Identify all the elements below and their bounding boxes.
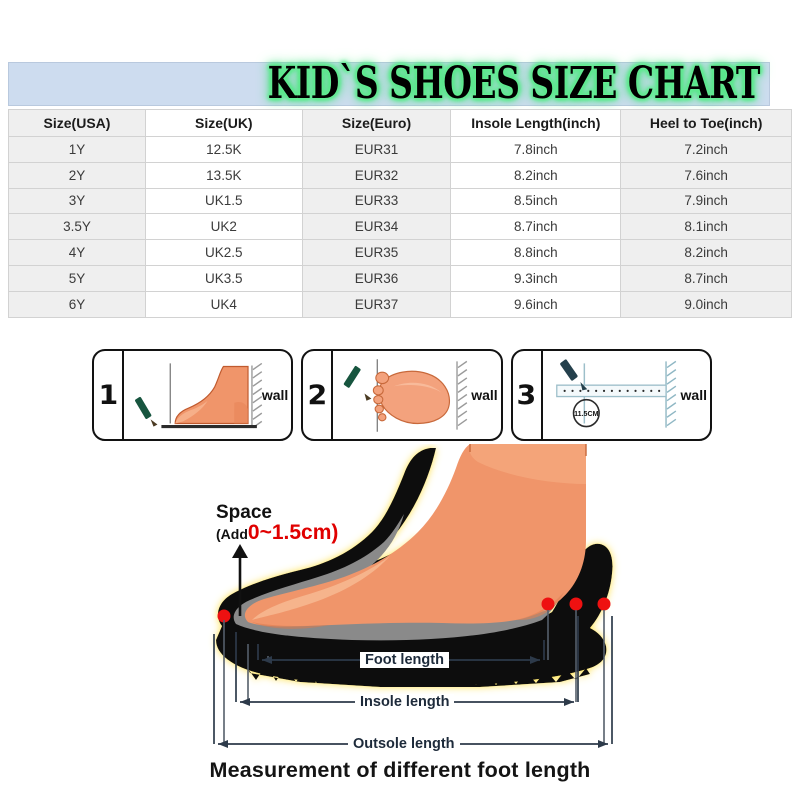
- cell-heel-toe: 7.9inch: [620, 187, 792, 215]
- step-number-cell-2: 2: [303, 351, 334, 439]
- dimension-label-foot-length: Foot length: [360, 652, 449, 668]
- cell-size-euro: EUR36: [301, 264, 452, 292]
- size-chart-table: Size(USA) Size(UK) Size(Euro) Insole Len…: [7, 109, 792, 318]
- cell-size-usa: 5Y: [7, 264, 147, 292]
- column-header-size-euro: Size(Euro): [301, 109, 452, 137]
- table-row: 3.5Y UK2 EUR34 8.7inch 8.1inch: [7, 213, 792, 241]
- wall-label-1: wall: [261, 387, 289, 403]
- step-number-cell-1: 1: [94, 351, 124, 439]
- step-number-2: 2: [307, 379, 328, 411]
- column-header-heel-toe: Heel to Toe(inch): [620, 109, 792, 137]
- cell-size-euro: EUR31: [301, 136, 452, 163]
- cell-insole: 9.3inch: [450, 264, 622, 292]
- step-box-3: 3: [510, 349, 712, 441]
- step-number-cell-3: 3: [513, 351, 543, 439]
- cell-size-euro: EUR34: [301, 213, 452, 241]
- space-arrow: [232, 544, 248, 616]
- cell-size-euro: EUR32: [301, 161, 452, 189]
- cell-size-usa: 1Y: [7, 136, 147, 163]
- cell-heel-toe: 8.1inch: [620, 213, 792, 241]
- cell-insole: 8.5inch: [450, 187, 622, 215]
- marker-heel-2: [569, 597, 583, 611]
- step-number-1: 1: [98, 379, 118, 411]
- wall-label-2: wall: [471, 387, 498, 403]
- title-banner: KID`S SHOES SIZE CHART: [8, 62, 770, 106]
- table-row: 5Y UK3.5 EUR36 9.3inch 8.7inch: [7, 264, 792, 292]
- table-row: 2Y 13.5K EUR32 8.2inch 7.6inch: [7, 161, 792, 189]
- cell-size-uk: UK1.5: [145, 187, 303, 215]
- cell-size-euro: EUR33: [301, 187, 452, 215]
- cell-size-euro: EUR37: [301, 290, 452, 318]
- measurement-steps-row: 1: [92, 349, 712, 441]
- cell-insole: 7.8inch: [450, 136, 622, 163]
- column-header-insole: Insole Length(inch): [450, 109, 622, 137]
- cell-insole: 8.8inch: [450, 239, 622, 266]
- cell-size-usa: 3Y: [7, 187, 147, 215]
- foot-sole-view-against-wall-icon: wall: [333, 351, 500, 439]
- ruler-measuring-icon: 11.5CM wall: [543, 351, 710, 439]
- marker-heel-3: [597, 597, 611, 611]
- cell-size-usa: 4Y: [7, 239, 147, 266]
- page-title: KID`S SHOES SIZE CHART: [267, 58, 760, 110]
- cell-size-usa: 3.5Y: [7, 213, 147, 241]
- column-header-size-uk: Size(UK): [145, 109, 303, 137]
- table-row: 3Y UK1.5 EUR33 8.5inch 7.9inch: [7, 187, 792, 215]
- cell-insole: 9.6inch: [450, 290, 622, 318]
- cell-heel-toe: 8.2inch: [620, 239, 792, 266]
- cell-heel-toe: 7.2inch: [620, 136, 792, 163]
- cell-size-uk: UK2.5: [145, 239, 303, 266]
- table-row: 1Y 12.5K EUR31 7.8inch 7.2inch: [7, 136, 792, 163]
- foot-measurement-illustration: [0, 444, 800, 762]
- cell-size-uk: 12.5K: [145, 136, 303, 163]
- measure-value-text: 11.5CM: [574, 409, 598, 418]
- cell-size-uk: UK3.5: [145, 264, 303, 292]
- cell-size-uk: UK4: [145, 290, 303, 318]
- cell-insole: 8.7inch: [450, 213, 622, 241]
- dimension-label-insole-length: Insole length: [355, 694, 455, 710]
- cell-heel-toe: 8.7inch: [620, 264, 792, 292]
- table-row: 6Y UK4 EUR37 9.6inch 9.0inch: [7, 290, 792, 318]
- figure-caption: Measurement of different foot length: [209, 758, 591, 782]
- cell-size-uk: 13.5K: [145, 161, 303, 189]
- table-header-row: Size(USA) Size(UK) Size(Euro) Insole Len…: [7, 109, 792, 137]
- marker-toe: [217, 609, 231, 623]
- cell-size-euro: EUR35: [301, 239, 452, 266]
- step-box-1: 1: [92, 349, 294, 441]
- cell-size-usa: 2Y: [7, 161, 147, 189]
- cell-size-usa: 6Y: [7, 290, 147, 318]
- marker-heel-1: [541, 597, 555, 611]
- step-box-2: 2: [301, 349, 503, 441]
- column-header-size-usa: Size(USA): [7, 109, 147, 137]
- cell-heel-toe: 9.0inch: [620, 290, 792, 318]
- cell-insole: 8.2inch: [450, 161, 622, 189]
- step-number-3: 3: [516, 379, 537, 411]
- cell-size-uk: UK2: [145, 213, 303, 241]
- foot-side-view-against-wall-icon: wall: [124, 351, 291, 439]
- foot-skin: [244, 444, 586, 627]
- table-row: 4Y UK2.5 EUR35 8.8inch 8.2inch: [7, 239, 792, 266]
- cell-heel-toe: 7.6inch: [620, 161, 792, 189]
- dimension-label-outsole-length: Outsole length: [348, 736, 460, 752]
- wall-label-3: wall: [680, 387, 707, 403]
